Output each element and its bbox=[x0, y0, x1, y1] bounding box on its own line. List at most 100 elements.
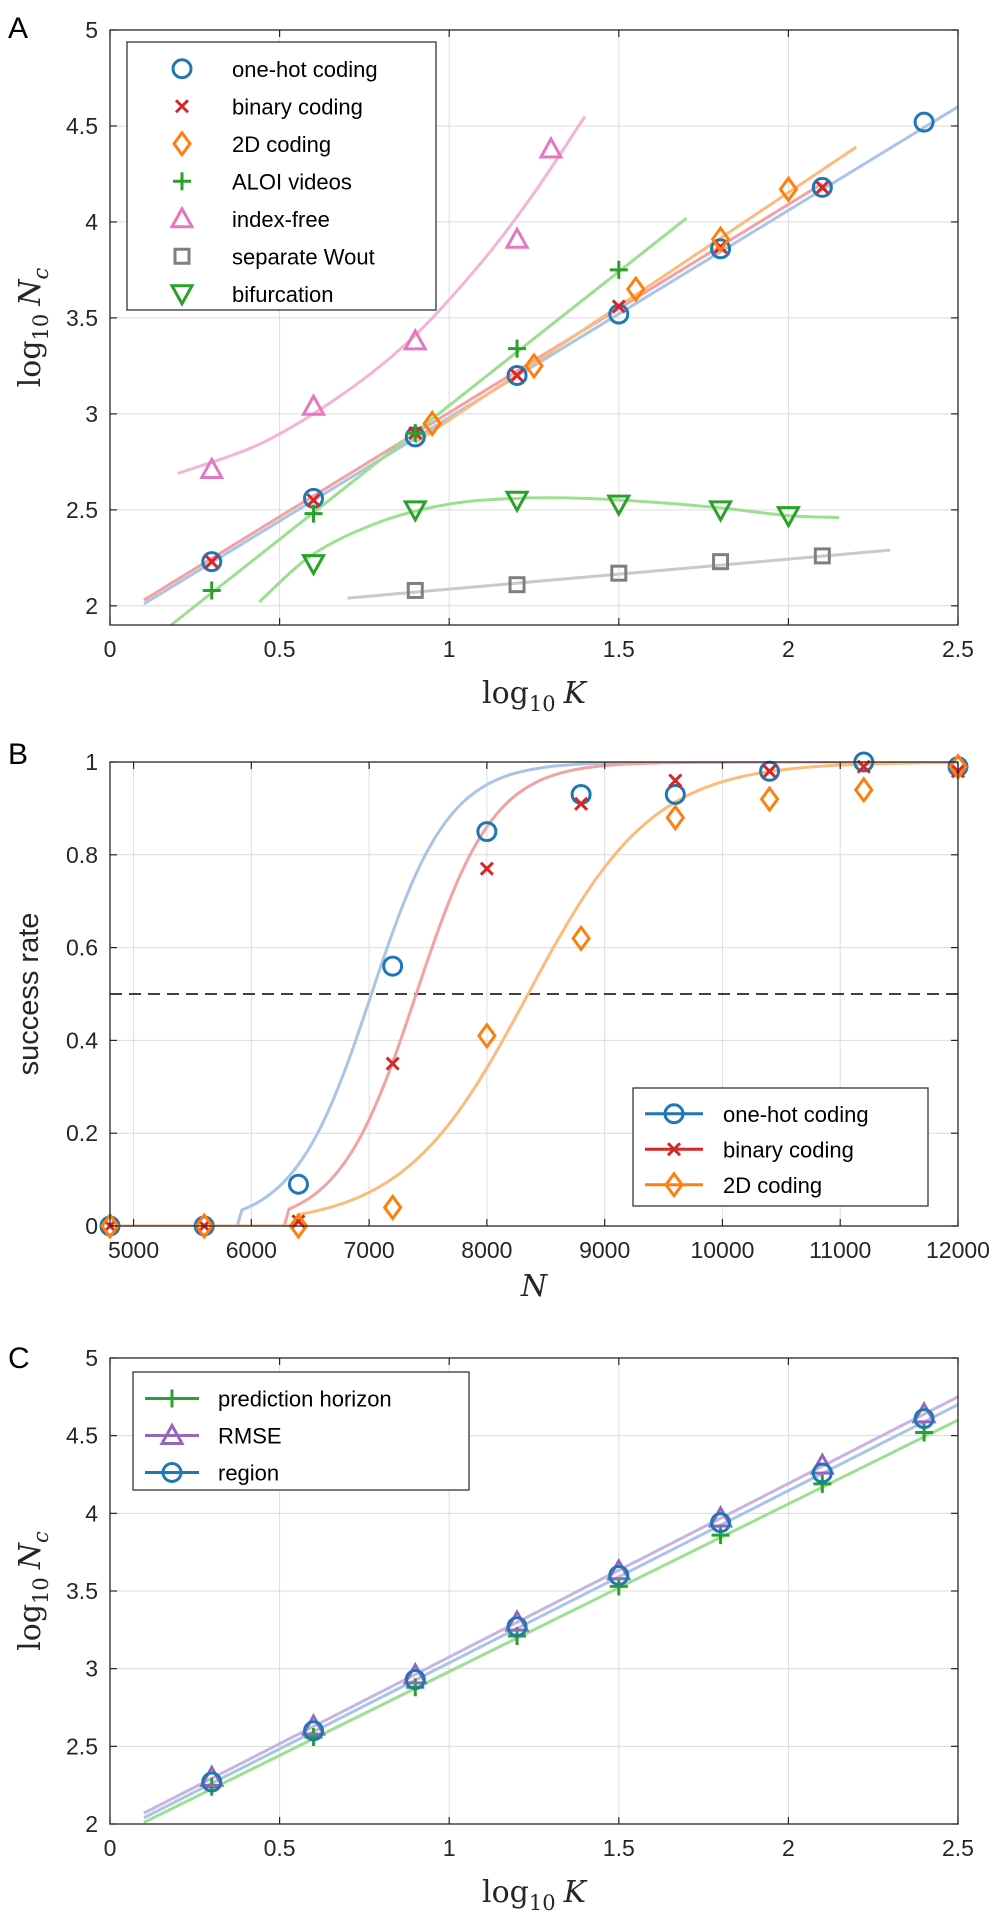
x-tick-label: 1.5 bbox=[603, 636, 635, 662]
legend-marker bbox=[169, 284, 195, 307]
legend-label: 2D coding bbox=[232, 132, 331, 157]
x-tick-label: 2.5 bbox=[942, 636, 974, 662]
fit-curve-1 bbox=[143, 182, 824, 602]
y-axis-label: log10 Nc bbox=[13, 267, 53, 387]
data-point bbox=[813, 1474, 832, 1493]
fit-curve-3 bbox=[170, 216, 688, 625]
data-point bbox=[202, 581, 221, 600]
data-point bbox=[853, 776, 874, 804]
data-point bbox=[306, 493, 321, 508]
x-tick-label: 8000 bbox=[461, 1237, 512, 1263]
data-point bbox=[100, 1212, 120, 1240]
legend-label: separate Wout bbox=[232, 244, 375, 269]
legend-label: 2D coding bbox=[723, 1173, 822, 1198]
y-tick-label: 4 bbox=[85, 209, 98, 235]
data-point bbox=[300, 393, 327, 416]
data-point bbox=[194, 1212, 215, 1240]
y-tick-label: 3.5 bbox=[66, 305, 98, 331]
x-axis-label-log: log bbox=[482, 676, 529, 711]
y-axis-label-var: N bbox=[13, 1541, 48, 1570]
x-axis-label: N bbox=[520, 1269, 549, 1304]
y-tick-label: 0.8 bbox=[66, 842, 98, 868]
data-point bbox=[288, 1212, 309, 1240]
fit-curve-1 bbox=[143, 1395, 958, 1815]
data-point bbox=[710, 238, 732, 260]
x-tick-label: 0 bbox=[104, 1835, 117, 1861]
data-point bbox=[402, 500, 428, 523]
axes-frame bbox=[109, 29, 959, 626]
x-tick-label: 2 bbox=[782, 636, 795, 662]
data-point bbox=[913, 1408, 935, 1430]
series-2-markers bbox=[201, 1408, 935, 1793]
y-tick-label: 3.5 bbox=[66, 1578, 98, 1604]
data-point bbox=[287, 1173, 309, 1195]
x-axis-label-var: K bbox=[563, 676, 588, 711]
legend-marker bbox=[169, 205, 195, 229]
data-point bbox=[609, 1577, 628, 1596]
data-point bbox=[762, 764, 777, 779]
legend-label: region bbox=[218, 1461, 279, 1486]
x-axis-label-sub: 10 bbox=[529, 692, 556, 716]
x-axis-label-sub: 10 bbox=[529, 1891, 556, 1915]
data-point bbox=[406, 424, 425, 443]
data-point bbox=[712, 553, 730, 571]
y-tick-label: 2 bbox=[85, 1811, 98, 1837]
data-point bbox=[665, 804, 686, 832]
legend-label: index-free bbox=[232, 207, 330, 232]
panel-b: B 5000 6000 7000 8000 9000 10000 11000 12000 0 0.2… bbox=[8, 738, 990, 1304]
data-point bbox=[506, 1616, 528, 1638]
x-tick-label: 0 bbox=[104, 636, 117, 662]
y-tick-label: 0.2 bbox=[66, 1120, 98, 1146]
legend-marker bbox=[161, 1462, 183, 1483]
x-tick-label: 9000 bbox=[579, 1237, 630, 1263]
y-axis-label-var-sub: c bbox=[29, 267, 53, 279]
x-tick-label: 1 bbox=[443, 1835, 456, 1861]
data-point bbox=[508, 339, 527, 358]
legend: prediction horizon RMSE region bbox=[132, 1371, 470, 1491]
data-point bbox=[404, 1669, 426, 1691]
legend-marker bbox=[663, 1103, 685, 1125]
y-tick-label: 4.5 bbox=[66, 113, 98, 139]
legend-label: ALOI videos bbox=[232, 169, 352, 194]
legend-marker bbox=[159, 1422, 185, 1445]
data-point bbox=[813, 547, 831, 565]
x-tick-label: 7000 bbox=[344, 1237, 395, 1263]
data-point bbox=[406, 581, 424, 599]
y-tick-label: 5 bbox=[85, 17, 98, 43]
data-point bbox=[668, 773, 683, 788]
data-point bbox=[710, 1512, 732, 1534]
data-point bbox=[476, 821, 498, 843]
x-tick-label: 0.5 bbox=[264, 636, 296, 662]
data-point bbox=[608, 1564, 630, 1586]
y-tick-label: 0.4 bbox=[66, 1027, 98, 1053]
y-tick-label: 2.5 bbox=[66, 1733, 98, 1759]
y-tick-label: 4.5 bbox=[66, 1423, 98, 1449]
data-point bbox=[382, 1193, 403, 1221]
data-point bbox=[710, 225, 731, 253]
legend-label: binary coding bbox=[232, 94, 363, 119]
data-point bbox=[422, 409, 443, 438]
data-point bbox=[385, 1056, 400, 1071]
data-point bbox=[759, 785, 780, 813]
y-tick-label: 0.6 bbox=[66, 935, 98, 961]
y-tick-label: 3 bbox=[85, 1656, 98, 1682]
data-point bbox=[811, 1462, 833, 1484]
y-tick-label: 4 bbox=[85, 1500, 98, 1526]
data-point bbox=[778, 175, 799, 203]
data-point bbox=[664, 783, 686, 805]
data-point bbox=[508, 576, 526, 594]
legend-box bbox=[132, 1371, 470, 1491]
fit-curve-1 bbox=[110, 762, 958, 1226]
series-2-markers bbox=[100, 753, 968, 1240]
y-axis-label-log: log bbox=[13, 340, 48, 387]
data-point bbox=[609, 260, 628, 279]
x-axis-label-var: K bbox=[563, 1875, 588, 1910]
x-axis-label-log: log bbox=[482, 1875, 529, 1910]
y-axis-label-sub: 10 bbox=[29, 1577, 53, 1604]
legend-marker bbox=[664, 1171, 684, 1199]
x-tick-label: 2.5 bbox=[942, 1835, 974, 1861]
fit-curves bbox=[143, 105, 958, 625]
data-point bbox=[509, 368, 525, 383]
